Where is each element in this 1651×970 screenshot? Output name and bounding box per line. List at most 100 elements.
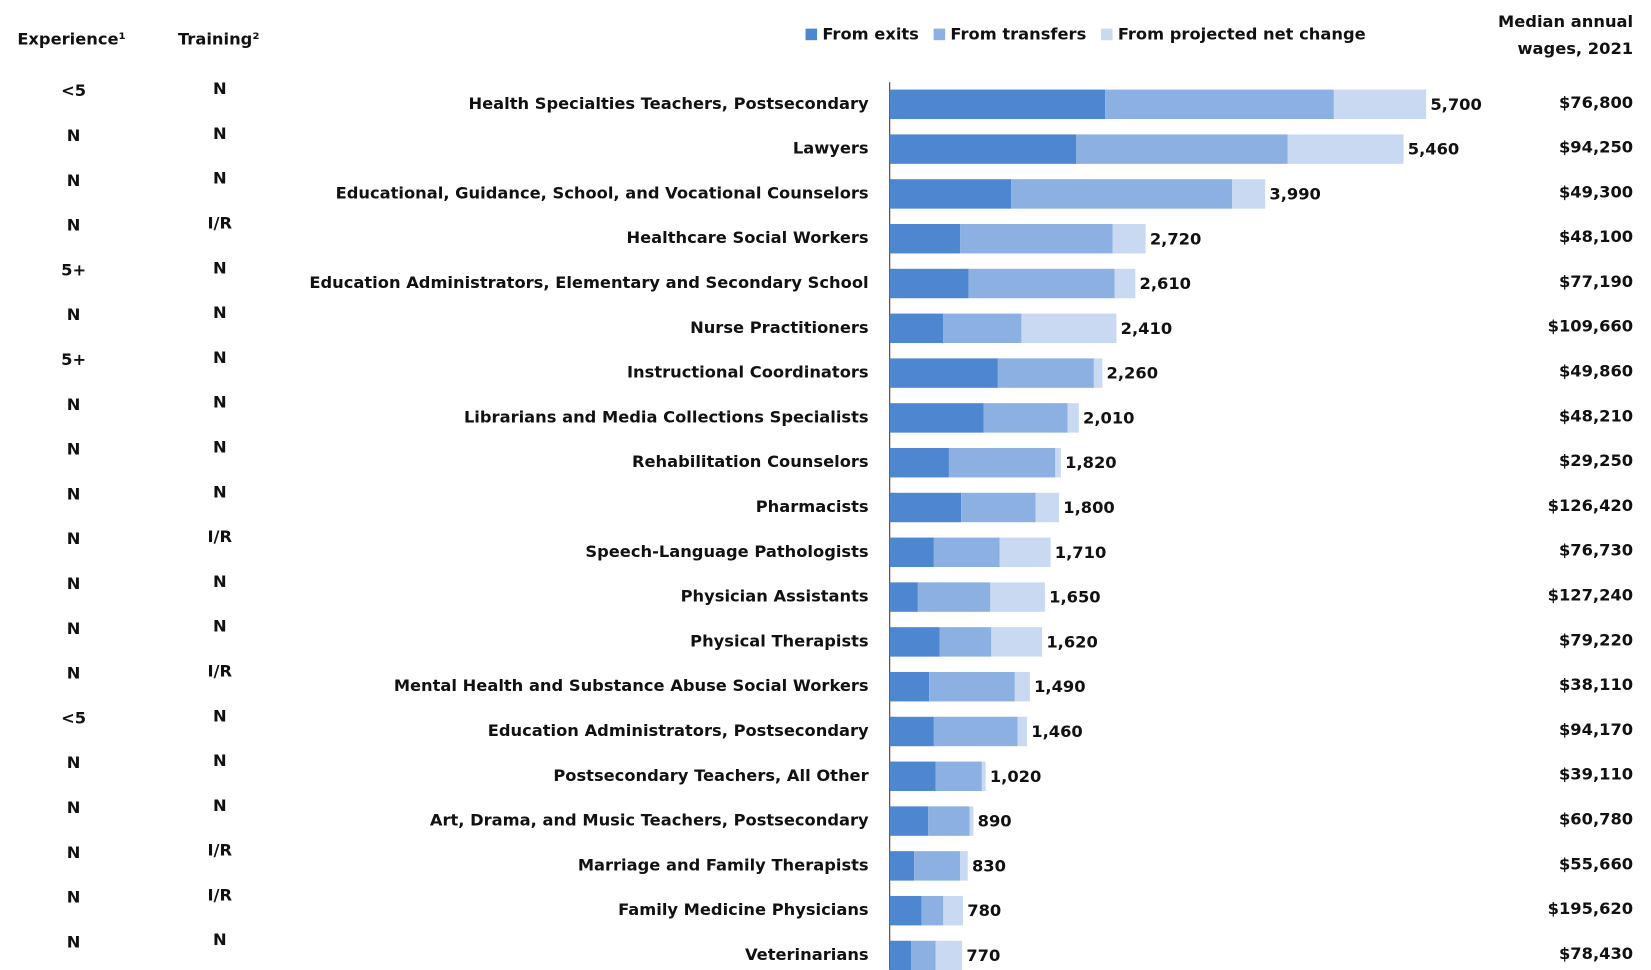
bar-segment <box>1093 358 1103 388</box>
bar-segment <box>889 492 962 523</box>
value-label: 3,990 <box>1269 184 1321 203</box>
wage: $48,100 <box>1559 227 1633 246</box>
value-label: 2,260 <box>1107 364 1159 383</box>
category-label: Mental Health and Substance Abuse Social… <box>394 676 869 695</box>
wage: $60,780 <box>1559 810 1633 829</box>
experience: N <box>67 574 81 593</box>
bar-segment <box>889 895 922 926</box>
category-label: Lawyers <box>793 139 869 158</box>
bar-segment <box>961 492 1036 523</box>
wage: $29,250 <box>1559 451 1633 470</box>
experience: N <box>67 305 81 324</box>
training: I/R <box>208 213 233 232</box>
category-label: Veterinarians <box>745 945 869 964</box>
bar-segment <box>969 806 974 836</box>
legend-swatch <box>933 28 946 41</box>
experience: N <box>67 888 81 907</box>
wage: $78,430 <box>1559 944 1633 963</box>
category-label: Postsecondary Teachers, All Other <box>553 766 868 785</box>
category-label: Family Medicine Physicians <box>618 900 868 919</box>
legend-swatch <box>805 28 818 41</box>
training: N <box>213 393 227 412</box>
bar-segment <box>889 89 1106 120</box>
experience: N <box>67 395 81 414</box>
category-label: Physician Assistants <box>681 587 869 606</box>
value-label: 1,800 <box>1063 498 1115 517</box>
category-label: Physical Therapists <box>690 631 868 650</box>
bar-segment <box>889 358 998 388</box>
value-label: 5,460 <box>1408 140 1460 159</box>
experience: N <box>67 216 81 235</box>
bar-segment <box>889 940 912 970</box>
wage: $94,250 <box>1559 138 1633 157</box>
bar-segment <box>991 627 1043 657</box>
bar-segment <box>1232 179 1266 209</box>
value-label: 1,460 <box>1031 722 1083 741</box>
bar-segment <box>928 806 970 836</box>
experience: N <box>67 843 81 862</box>
training: N <box>213 751 227 770</box>
bar-segment <box>889 716 934 747</box>
wage: $109,660 <box>1548 317 1634 336</box>
bar-segment <box>889 537 934 568</box>
bar-segment <box>1011 179 1233 209</box>
bar-segment <box>935 761 982 792</box>
category-label: Education Administrators, Elementary and… <box>309 273 868 292</box>
value-label: 2,010 <box>1083 408 1135 427</box>
category-label: Education Administrators, Postsecondary <box>488 721 869 740</box>
bar-segment <box>983 403 1068 433</box>
wage: $39,110 <box>1559 765 1633 784</box>
wage: $48,210 <box>1559 406 1633 425</box>
bar-segment <box>889 179 1012 209</box>
experience: N <box>67 664 81 683</box>
training: N <box>213 348 227 367</box>
wage: $55,660 <box>1559 854 1633 873</box>
experience: N <box>67 753 81 772</box>
value-label: 2,610 <box>1140 274 1192 293</box>
wage: $77,190 <box>1559 272 1633 291</box>
value-label: 1,650 <box>1049 588 1101 607</box>
training: N <box>213 617 227 636</box>
bar-segment <box>889 268 969 299</box>
bar-segment <box>1287 134 1404 164</box>
bar-segment <box>1075 134 1288 164</box>
value-label: 1,490 <box>1034 677 1086 696</box>
experience: <5 <box>61 81 86 100</box>
experience: N <box>67 932 81 951</box>
training: N <box>213 572 227 591</box>
training: I/R <box>208 841 233 860</box>
value-label: 1,710 <box>1055 543 1107 562</box>
wage: $126,420 <box>1548 496 1634 515</box>
value-label: 1,020 <box>990 767 1041 786</box>
experience: N <box>67 484 81 503</box>
bar-segment <box>943 313 1022 344</box>
bar-segment <box>889 313 944 344</box>
bar-segment <box>1055 447 1061 478</box>
experience: N <box>67 440 81 459</box>
value-label: 1,820 <box>1065 453 1117 472</box>
bar-segment <box>889 134 1076 164</box>
bar-segment <box>1067 403 1079 433</box>
bar-segment <box>1105 89 1334 120</box>
bar-segment <box>1333 89 1427 120</box>
category-label: Educational, Guidance, School, and Vocat… <box>336 183 869 202</box>
wage-header: wages, 2021 <box>1518 39 1634 58</box>
category-label: Librarians and Media Collections Special… <box>464 407 869 426</box>
experience: N <box>67 619 81 638</box>
training: N <box>213 124 227 143</box>
bar-segment <box>917 582 991 612</box>
value-label: 830 <box>972 856 1006 875</box>
wage-header: Median annual <box>1498 12 1633 31</box>
value-label: 780 <box>967 901 1001 920</box>
category-label: Rehabilitation Counselors <box>632 452 869 471</box>
bar-segment <box>889 582 918 612</box>
bar-segment <box>939 627 992 657</box>
training: N <box>213 706 227 725</box>
experience: N <box>67 171 81 190</box>
value-label: 2,410 <box>1121 319 1173 338</box>
value-label: 2,720 <box>1150 229 1202 248</box>
bar-segment <box>1014 671 1030 702</box>
legend-swatch <box>1101 28 1113 41</box>
value-label: 5,700 <box>1430 95 1482 114</box>
